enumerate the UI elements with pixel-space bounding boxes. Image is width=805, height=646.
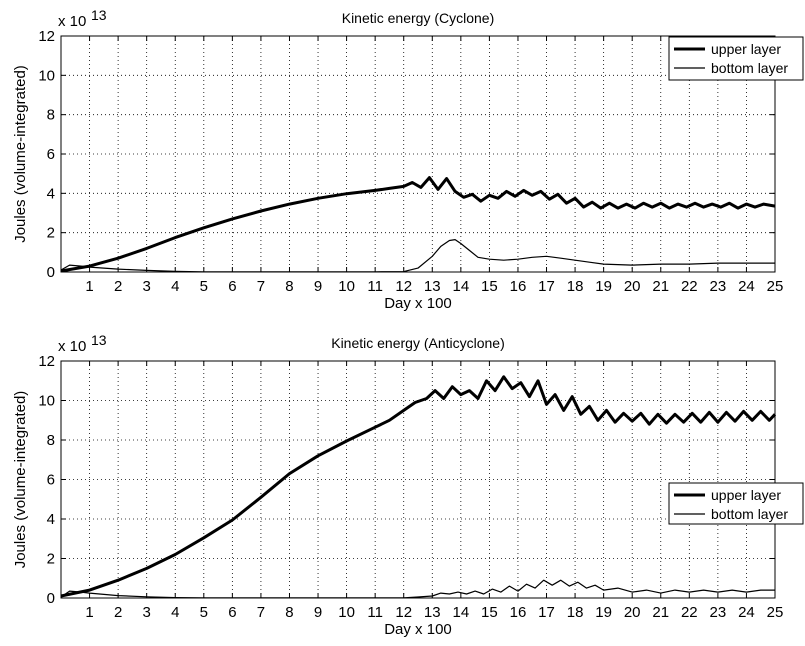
y-tick-label: 8 (47, 432, 55, 449)
x-tick-label: 3 (143, 604, 151, 621)
chart-title: Kinetic energy (Anticyclone) (331, 335, 505, 351)
y-tick-label: 0 (47, 590, 55, 607)
legend-box (668, 36, 804, 81)
y-tick-label: 10 (38, 393, 55, 410)
x-tick-label: 5 (200, 604, 208, 621)
x-tick-label: 16 (510, 604, 527, 621)
x-tick-label: 15 (481, 604, 498, 621)
x-tick-label: 23 (710, 604, 727, 621)
x-axis-label: Day x 100 (384, 295, 452, 312)
y-tick-label: 2 (47, 225, 55, 242)
x-tick-label: 4 (171, 278, 179, 295)
x-tick-label: 10 (338, 278, 355, 295)
x-tick-label: 16 (510, 278, 527, 295)
legend-label: bottom layer (711, 506, 788, 522)
x-tick-label: 2 (114, 604, 122, 621)
x-tick-label: 8 (285, 604, 293, 621)
x-tick-label: 1 (85, 604, 93, 621)
x-tick-label: 17 (538, 604, 555, 621)
legend: upper layer bottom layer (668, 482, 804, 525)
x-tick-label: 19 (595, 604, 612, 621)
x-tick-label: 21 (652, 604, 669, 621)
x-tick-label: 20 (624, 604, 641, 621)
x-tick-label: 7 (257, 604, 265, 621)
x-tick-label: 23 (710, 278, 727, 295)
x-tick-label: 13 (424, 604, 441, 621)
x-tick-label: 13 (424, 278, 441, 295)
x-tick-label: 21 (652, 278, 669, 295)
series-line-upper-layer (60, 176, 776, 273)
y-scale-factor: x 10 (58, 338, 86, 355)
x-tick-label: 8 (285, 278, 293, 295)
x-tick-label: 18 (567, 604, 584, 621)
legend-box (668, 482, 804, 525)
y-tick-label: 10 (38, 67, 55, 84)
x-tick-label: 2 (114, 278, 122, 295)
y-tick-label: 12 (38, 28, 55, 45)
x-tick-label: 11 (367, 278, 383, 295)
chart-panel-1: 1 2 3 4 5 6 7 8 9 10 11 12 13 14 15 16 17 18 19 20 21 22 23 24 2… (12, 7, 804, 312)
x-tick-label: 15 (481, 278, 498, 295)
legend-label: upper layer (711, 487, 781, 503)
y-scale-factor: x 10 (58, 13, 86, 30)
x-tick-label: 22 (681, 278, 698, 295)
x-tick-label: 9 (314, 278, 322, 295)
series-line-bottom-layer (60, 239, 775, 273)
series-line-upper-layer (60, 375, 777, 598)
x-tick-label: 14 (452, 278, 469, 295)
y-tick-label: 4 (47, 185, 55, 202)
x-tick-label: 9 (314, 604, 322, 621)
x-tick-label: 11 (367, 604, 383, 621)
chart-panel-2: 1 2 3 4 5 6 7 8 9 10 11 12 13 14 15 16 17 18 19 20 21 22 23 24 2… (12, 332, 804, 638)
y-tick-label: 6 (47, 472, 55, 489)
x-axis-label: Day x 100 (384, 621, 452, 638)
y-scale-exponent: 13 (91, 7, 107, 23)
y-axis-label: Joules (volume-integrated) (12, 391, 29, 569)
x-tick-label: 22 (681, 604, 698, 621)
x-tick-label: 6 (228, 278, 236, 295)
x-tick-label: 24 (738, 604, 755, 621)
chart-title: Kinetic energy (Cyclone) (342, 10, 495, 26)
y-tick-label: 8 (47, 107, 55, 124)
x-tick-label: 25 (767, 278, 784, 295)
x-tick-label: 5 (200, 278, 208, 295)
x-tick-label: 6 (228, 604, 236, 621)
x-tick-label: 17 (538, 278, 555, 295)
x-tick-label: 14 (452, 604, 469, 621)
legend-label: bottom layer (711, 60, 788, 76)
x-tick-label: 12 (395, 604, 412, 621)
y-scale-exponent: 13 (91, 332, 107, 348)
x-tick-label: 25 (767, 604, 784, 621)
y-tick-label: 12 (38, 353, 55, 370)
y-tick-label: 0 (47, 264, 55, 281)
y-tick-label: 4 (47, 511, 55, 528)
legend-label: upper layer (711, 41, 781, 57)
y-tick-label: 6 (47, 146, 55, 163)
x-tick-label: 10 (338, 604, 355, 621)
x-tick-label: 4 (171, 604, 179, 621)
x-tick-label: 12 (395, 278, 412, 295)
x-tick-label: 7 (257, 278, 265, 295)
x-tick-label: 3 (143, 278, 151, 295)
x-tick-label: 24 (738, 278, 755, 295)
x-tick-label: 1 (85, 278, 93, 295)
y-tick-label: 2 (47, 551, 55, 568)
series-line-bottom-layer (60, 579, 775, 599)
x-tick-label: 18 (567, 278, 584, 295)
y-axis-label: Joules (volume-integrated) (12, 65, 29, 243)
x-tick-label: 19 (595, 278, 612, 295)
legend: upper layer bottom layer (668, 36, 804, 81)
x-tick-label: 20 (624, 278, 641, 295)
